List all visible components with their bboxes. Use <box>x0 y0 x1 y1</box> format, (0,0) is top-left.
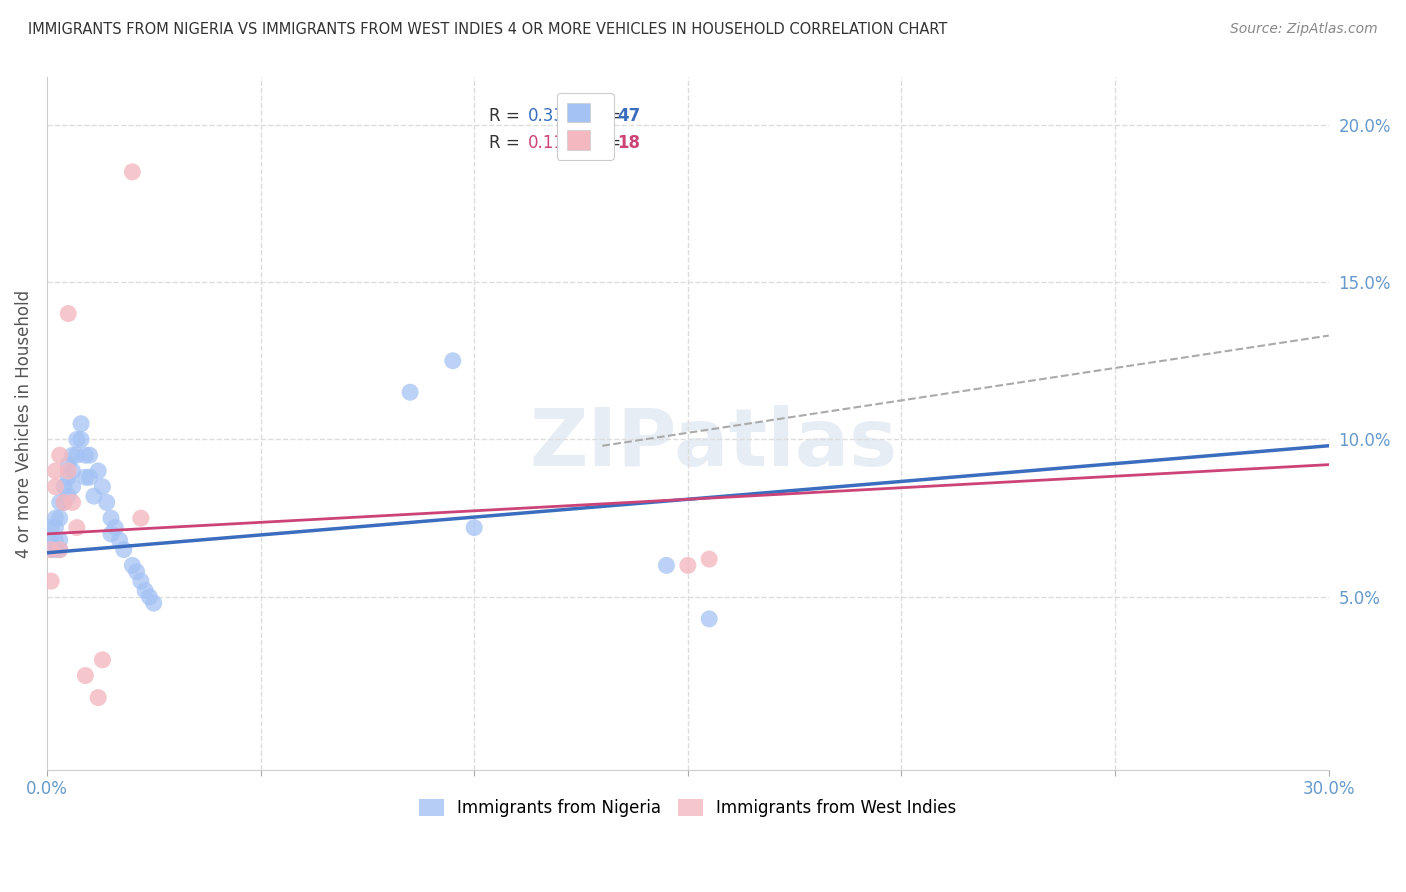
Text: 47: 47 <box>617 106 641 125</box>
Text: N =: N = <box>579 134 626 153</box>
Point <box>121 165 143 179</box>
Point <box>53 480 76 494</box>
Point <box>53 495 76 509</box>
Point <box>66 433 89 447</box>
Point <box>83 489 105 503</box>
Point <box>39 520 62 534</box>
Text: Source: ZipAtlas.com: Source: ZipAtlas.com <box>1230 22 1378 37</box>
Point <box>53 495 76 509</box>
Point <box>676 558 699 573</box>
Point <box>62 464 84 478</box>
Point <box>48 495 70 509</box>
Point <box>75 470 97 484</box>
Point <box>39 542 62 557</box>
Point <box>142 596 165 610</box>
Point <box>134 583 156 598</box>
Point <box>44 520 66 534</box>
Point <box>75 668 97 682</box>
Point <box>70 417 93 431</box>
Point <box>121 558 143 573</box>
Text: R =: R = <box>489 106 524 125</box>
Point <box>44 542 66 557</box>
Point <box>655 558 678 573</box>
Point <box>70 433 93 447</box>
Point <box>441 353 464 368</box>
Point <box>66 448 89 462</box>
Point <box>58 489 80 503</box>
Y-axis label: 4 or more Vehicles in Household: 4 or more Vehicles in Household <box>15 290 32 558</box>
Point <box>79 470 101 484</box>
Point <box>399 385 422 400</box>
Point <box>44 464 66 478</box>
Point <box>100 527 122 541</box>
Text: ZIPatlas: ZIPatlas <box>529 406 897 483</box>
Point <box>48 542 70 557</box>
Point <box>58 307 80 321</box>
Legend: Immigrants from Nigeria, Immigrants from West Indies: Immigrants from Nigeria, Immigrants from… <box>412 792 963 824</box>
Point <box>125 565 148 579</box>
Point <box>44 511 66 525</box>
Point <box>48 533 70 548</box>
Text: IMMIGRANTS FROM NIGERIA VS IMMIGRANTS FROM WEST INDIES 4 OR MORE VEHICLES IN HOU: IMMIGRANTS FROM NIGERIA VS IMMIGRANTS FR… <box>28 22 948 37</box>
Point <box>91 480 114 494</box>
Point <box>697 552 720 566</box>
Point <box>91 653 114 667</box>
Point <box>104 520 127 534</box>
Point <box>39 574 62 588</box>
Text: N =: N = <box>579 106 626 125</box>
Point <box>58 464 80 478</box>
Point <box>48 448 70 462</box>
Point <box>79 448 101 462</box>
Point <box>66 520 89 534</box>
Point <box>48 511 70 525</box>
Point <box>44 533 66 548</box>
Point <box>463 520 485 534</box>
Point <box>138 590 160 604</box>
Point <box>62 448 84 462</box>
Text: 18: 18 <box>617 134 640 153</box>
Text: 0.110: 0.110 <box>527 134 575 153</box>
Point <box>87 690 110 705</box>
Point <box>100 511 122 525</box>
Point <box>697 612 720 626</box>
Point <box>39 533 62 548</box>
Point <box>62 480 84 494</box>
Point <box>129 574 152 588</box>
Point <box>96 495 118 509</box>
Point <box>58 458 80 472</box>
Point <box>108 533 131 548</box>
Point <box>112 542 135 557</box>
Point <box>58 470 80 484</box>
Point <box>48 542 70 557</box>
Point <box>75 448 97 462</box>
Point <box>39 542 62 557</box>
Point <box>129 511 152 525</box>
Point <box>44 480 66 494</box>
Text: R =: R = <box>489 134 524 153</box>
Point <box>62 495 84 509</box>
Point <box>87 464 110 478</box>
Text: 0.331: 0.331 <box>527 106 575 125</box>
